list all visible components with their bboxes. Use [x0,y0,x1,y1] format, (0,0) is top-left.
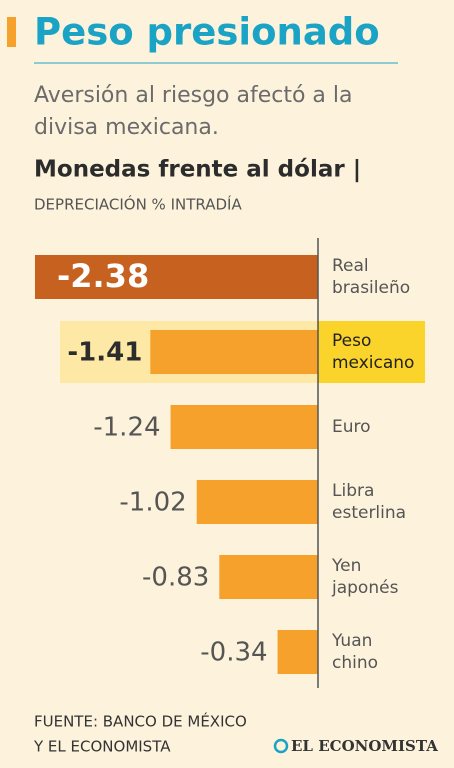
brand: EL ECONOMISTA [291,737,438,755]
brand-icon [273,738,289,754]
category-label: Peso mexicano [332,331,414,373]
bar [219,555,318,599]
bar [196,480,318,524]
category-label: Yuan chino [331,631,378,673]
source: Y EL ECONOMISTA [33,738,171,756]
value-label: -1.24 [93,413,160,443]
category-label: Euro [332,417,371,437]
title: Peso presionado [34,11,380,54]
bar [277,630,318,674]
value-label: -0.34 [200,638,267,668]
category-label: Yen japonés [331,556,399,598]
category-label: Libra esterlina [332,481,406,523]
bar [34,255,318,299]
bar [150,330,318,374]
value-label: -2.38 [57,257,149,295]
unit-label: DEPRECIACIÓN % INTRADÍA [34,195,242,214]
category-label: Real brasileño [332,256,410,298]
chart-title: Monedas frente al dólar | [34,157,361,183]
bar [170,405,318,449]
title-accent [7,17,16,47]
value-label: -1.41 [67,338,142,368]
subtitle: divisa mexicana. [34,115,219,140]
value-label: -1.02 [119,488,186,518]
highlight-label-box [318,321,425,383]
source: FUENTE: BANCO DE MÉXICO [34,712,247,731]
subtitle: Aversión al riesgo afectó a la [34,83,353,108]
value-label: -0.83 [142,563,209,593]
